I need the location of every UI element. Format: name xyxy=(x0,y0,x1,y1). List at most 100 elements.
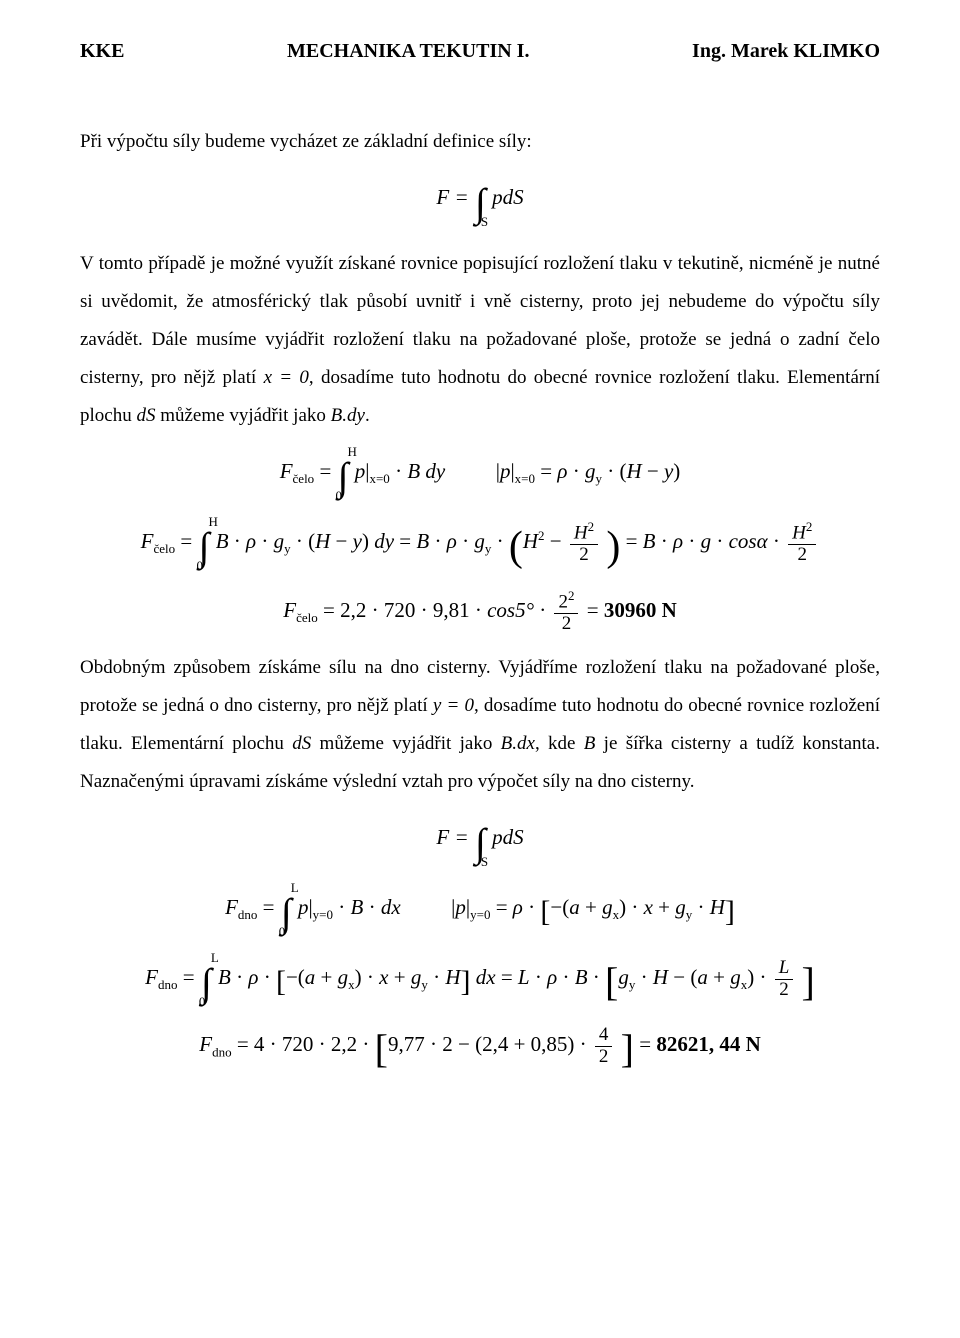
eq7-plus: + xyxy=(315,965,337,989)
eq2r-eq: = xyxy=(540,459,557,483)
eq7-dot3: · xyxy=(362,965,380,989)
integral-icon: ∫L0 xyxy=(201,955,212,1011)
eq2r-H: H xyxy=(626,459,641,483)
eq7-minus2: − xyxy=(668,965,690,989)
eq8-dot2: · xyxy=(313,1032,331,1056)
eq3-minus: − xyxy=(330,529,352,553)
eq7-gx2: g xyxy=(730,965,741,989)
eq2l-dot: · xyxy=(395,459,407,483)
eq7-fnum: L xyxy=(775,958,794,980)
equation-celo-derivation: Fčelo = ∫H0 B · ρ · gy · (H − y) dy = B … xyxy=(80,519,880,575)
eq7-dx: dx xyxy=(476,965,501,989)
paragraph-explain-1: V tomto případě je možné využít získané … xyxy=(80,245,880,435)
eq7-uu: L xyxy=(211,949,219,967)
eq6-dot3: · xyxy=(523,895,541,919)
integral-icon: ∫S xyxy=(475,815,486,871)
eq7-a2: a xyxy=(697,965,708,989)
eq3-rho2: ρ xyxy=(447,529,457,553)
eq6-plus2: + xyxy=(653,895,675,919)
eq3-fnum-sup: 2 xyxy=(588,519,595,534)
eq3-lb: 0 xyxy=(196,557,203,575)
eq8-minus: − xyxy=(453,1032,475,1056)
eq2r-p: p xyxy=(500,459,511,483)
p2-x: x = 0 xyxy=(264,367,309,388)
eq6-gy: g xyxy=(675,895,686,919)
eq6-minus: − xyxy=(550,895,562,919)
fraction: 222 xyxy=(554,589,578,635)
eq3-B3: B xyxy=(643,529,656,553)
eq3-dot6: · xyxy=(491,529,509,553)
eq3-H2: H xyxy=(523,529,538,553)
integral-icon: ∫L0 xyxy=(281,885,292,941)
eq7-rho2: ρ xyxy=(547,965,557,989)
eq4-fnum: 2 xyxy=(558,591,568,612)
eq7-gy2: g xyxy=(618,965,629,989)
p3-Bdx: B.dx xyxy=(501,733,535,754)
eq3-gy: g xyxy=(274,529,285,553)
eq8-dot3: · xyxy=(357,1032,375,1056)
paragraph-explain-2: Obdobným způsobem získáme sílu na dno ci… xyxy=(80,649,880,801)
eq7-sub: dno xyxy=(158,977,178,992)
eq8-v1: 4 xyxy=(254,1032,265,1056)
eq4-dot4: · xyxy=(534,598,552,622)
eq2r-minus: − xyxy=(642,459,664,483)
eq4-F: F xyxy=(283,598,296,622)
integral-icon: ∫S xyxy=(475,175,486,231)
eq3-B2: B xyxy=(416,529,429,553)
eq6-dx: dx xyxy=(381,895,401,919)
page: KKE MECHANIKA TEKUTIN I. Ing. Marek KLIM… xyxy=(0,0,960,1338)
eq4-fnum-sup: 2 xyxy=(568,588,575,603)
eq4-cos5: cos5° xyxy=(487,598,534,622)
equation-celo-result: Fčelo = 2,2 · 720 · 9,81 · cos5° · 222 =… xyxy=(80,589,880,635)
eq8-F: F xyxy=(199,1032,212,1056)
eq3-dy: dy xyxy=(369,529,399,553)
header-left: KKE xyxy=(80,40,124,63)
eq4-sub: čelo xyxy=(296,610,318,625)
eq6-dot: · xyxy=(338,895,350,919)
eq7-open: ( xyxy=(298,965,305,989)
eq7-rho: ρ xyxy=(248,965,258,989)
eq7-dot4: · xyxy=(428,965,446,989)
eq2r-gy: g xyxy=(585,459,596,483)
eq8-sub: dno xyxy=(212,1045,232,1060)
fraction: H22 xyxy=(788,520,816,566)
eq7-eq2: = xyxy=(501,965,518,989)
p3-B: B xyxy=(584,733,596,754)
eq6-sub: dno xyxy=(238,907,258,922)
eq3-dot9: · xyxy=(711,529,729,553)
eq3-H: H xyxy=(315,529,330,553)
eq3-dot8: · xyxy=(683,529,701,553)
eq7-dot8: · xyxy=(635,965,653,989)
p3-c: můžeme vyjádřit jako xyxy=(311,733,500,754)
eq6-x: x xyxy=(644,895,653,919)
eq3-y: y xyxy=(353,529,362,553)
fraction: L2 xyxy=(775,958,794,1001)
eq7-dot7: · xyxy=(588,965,606,989)
eq3-g: g xyxy=(701,529,712,553)
eq2r-dot: · xyxy=(567,459,585,483)
eq4-dot3: · xyxy=(470,598,488,622)
eq7-minus: − xyxy=(286,965,298,989)
eq4-v3: 9,81 xyxy=(433,598,470,622)
p3-dS: dS xyxy=(292,733,311,754)
eq3-f2num-sup: 2 xyxy=(806,519,813,534)
eq8-v2: 720 xyxy=(282,1032,314,1056)
eq3-cosa: cosα xyxy=(729,529,768,553)
eq1-lhs: F = xyxy=(436,185,468,209)
eq6-eq: = xyxy=(257,895,279,919)
eq5-int-bound: S xyxy=(481,853,488,871)
eq2l-xsub: x=0 xyxy=(369,471,389,486)
eq4-dot2: · xyxy=(415,598,433,622)
eq1-int-bound: S xyxy=(481,213,488,231)
eq2r-y: y xyxy=(664,459,673,483)
p3-y: y = 0 xyxy=(433,695,474,716)
eq3-dot10: · xyxy=(768,529,786,553)
eq3-rho3: ρ xyxy=(673,529,683,553)
eq3-dot4: · xyxy=(429,529,447,553)
eq2r-rho: ρ xyxy=(557,459,567,483)
equation-dno-derivation: Fdno = ∫L0 B · ρ · [−(a + gx) · x + gy ·… xyxy=(80,955,880,1011)
eq2r-xsub: x=0 xyxy=(515,471,535,486)
header-right: Ing. Marek KLIMKO xyxy=(692,40,880,63)
eq3-fnum: H xyxy=(574,522,588,543)
eq6-gx: g xyxy=(602,895,613,919)
